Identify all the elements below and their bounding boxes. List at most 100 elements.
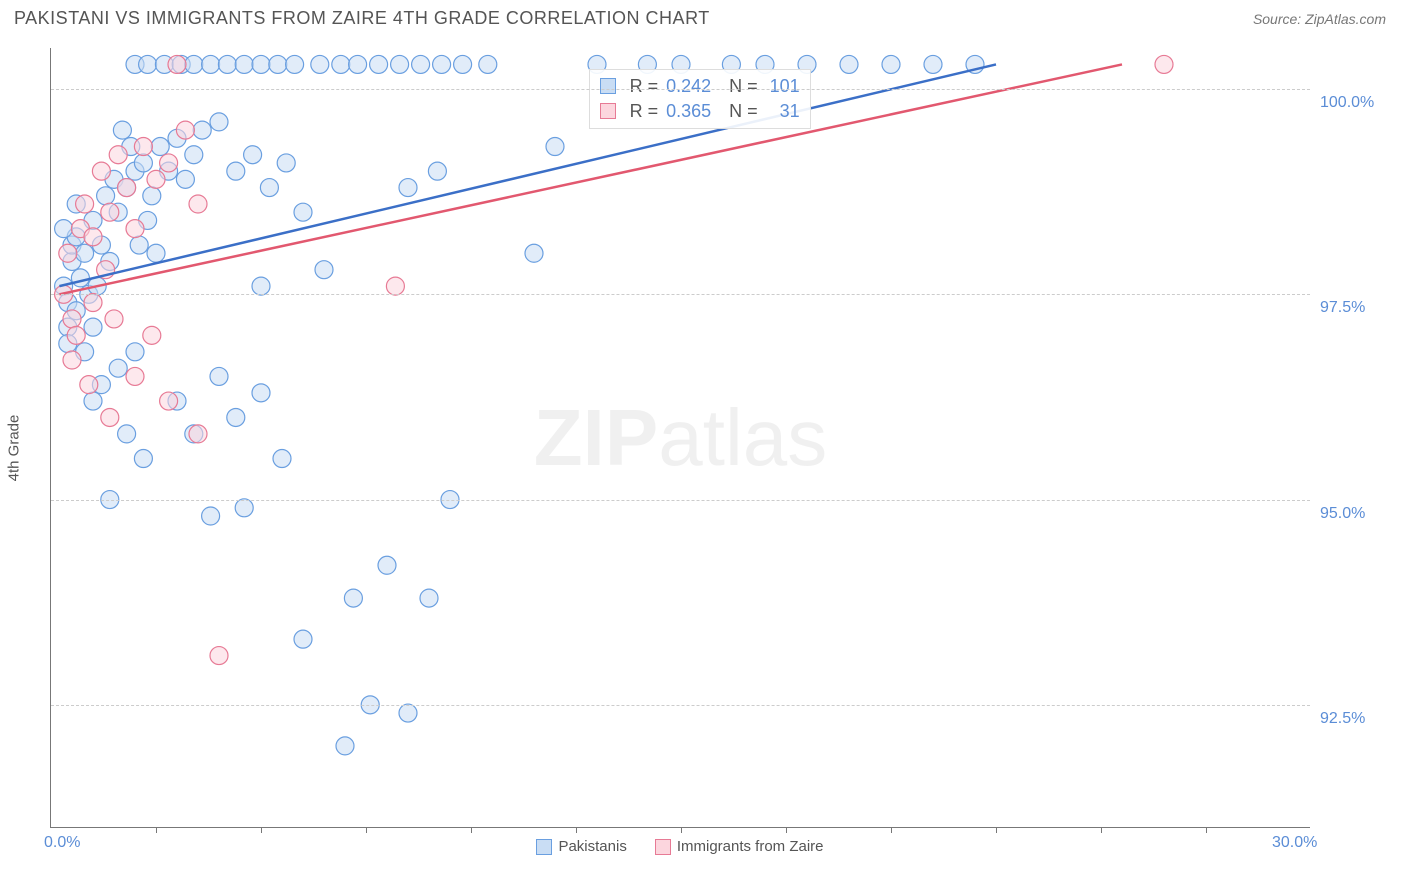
stat-r-label: R = xyxy=(630,76,659,97)
stat-n-value: 101 xyxy=(766,76,800,97)
scatter-point xyxy=(189,425,207,443)
scatter-point xyxy=(227,408,245,426)
y-tick-label: 97.5% xyxy=(1320,299,1365,317)
legend-label: Pakistanis xyxy=(558,838,626,855)
scatter-point xyxy=(336,737,354,755)
y-axis-label: 4th Grade xyxy=(6,415,23,482)
scatter-point xyxy=(118,425,136,443)
scatter-point xyxy=(235,55,253,73)
scatter-point xyxy=(76,244,94,262)
scatter-point xyxy=(176,121,194,139)
legend-swatch xyxy=(536,839,552,855)
scatter-point xyxy=(126,343,144,361)
scatter-point xyxy=(332,55,350,73)
scatter-point xyxy=(386,277,404,295)
scatter-point xyxy=(134,154,152,172)
y-tick-label: 92.5% xyxy=(1320,710,1365,728)
scatter-point xyxy=(399,704,417,722)
scatter-point xyxy=(126,220,144,238)
legend-label: Immigrants from Zaire xyxy=(677,838,824,855)
scatter-point xyxy=(210,113,228,131)
stat-n-value: 31 xyxy=(766,101,800,122)
gridline-h xyxy=(51,89,1310,90)
scatter-point xyxy=(168,55,186,73)
scatter-point xyxy=(525,244,543,262)
stats-legend-box: R = 0.242N = 101R = 0.365 N = 31 xyxy=(589,69,811,129)
scatter-point xyxy=(370,55,388,73)
source-label: Source: ZipAtlas.com xyxy=(1253,11,1386,27)
scatter-point xyxy=(412,55,430,73)
scatter-point xyxy=(80,376,98,394)
scatter-point xyxy=(84,392,102,410)
scatter-point xyxy=(176,170,194,188)
scatter-point xyxy=(227,162,245,180)
x-tick xyxy=(996,827,997,833)
scatter-point xyxy=(378,556,396,574)
scatter-point xyxy=(105,310,123,328)
scatter-point xyxy=(84,228,102,246)
scatter-point xyxy=(924,55,942,73)
chart-svg xyxy=(51,48,1311,828)
scatter-point xyxy=(139,55,157,73)
scatter-point xyxy=(160,154,178,172)
stat-r-value: 0.242 xyxy=(666,76,711,97)
x-tick xyxy=(1101,827,1102,833)
gridline-h xyxy=(51,500,1310,501)
scatter-point xyxy=(189,195,207,213)
scatter-point xyxy=(311,55,329,73)
stat-row: R = 0.242N = 101 xyxy=(600,74,800,99)
x-tick xyxy=(1206,827,1207,833)
scatter-point xyxy=(252,384,270,402)
x-tick-label: 0.0% xyxy=(44,834,80,852)
scatter-point xyxy=(277,154,295,172)
scatter-point xyxy=(479,55,497,73)
scatter-point xyxy=(185,55,203,73)
scatter-point xyxy=(840,55,858,73)
legend-swatch xyxy=(655,839,671,855)
scatter-point xyxy=(260,179,278,197)
scatter-point xyxy=(218,55,236,73)
stat-n-label: N = xyxy=(729,101,758,122)
stat-row: R = 0.365 N = 31 xyxy=(600,99,800,124)
scatter-point xyxy=(71,269,89,287)
scatter-point xyxy=(546,138,564,156)
chart-container: 4th Grade ZIPatlas R = 0.242N = 101R = 0… xyxy=(50,48,1390,848)
scatter-point xyxy=(185,146,203,164)
scatter-point xyxy=(109,359,127,377)
stat-r-label: R = xyxy=(630,101,659,122)
x-tick xyxy=(891,827,892,833)
scatter-point xyxy=(134,450,152,468)
stat-r-value: 0.365 xyxy=(666,101,711,122)
scatter-point xyxy=(147,170,165,188)
scatter-point xyxy=(244,146,262,164)
scatter-point xyxy=(252,277,270,295)
scatter-point xyxy=(101,408,119,426)
scatter-point xyxy=(269,55,287,73)
legend-bottom: Pakistanis Immigrants from Zaire xyxy=(50,838,1310,855)
scatter-point xyxy=(134,138,152,156)
scatter-point xyxy=(252,55,270,73)
scatter-point xyxy=(420,589,438,607)
scatter-point xyxy=(235,499,253,517)
scatter-point xyxy=(67,326,85,344)
chart-title: PAKISTANI VS IMMIGRANTS FROM ZAIRE 4TH G… xyxy=(14,8,710,29)
scatter-point xyxy=(391,55,409,73)
scatter-point xyxy=(294,630,312,648)
scatter-point xyxy=(76,195,94,213)
x-tick xyxy=(681,827,682,833)
scatter-point xyxy=(147,244,165,262)
scatter-point xyxy=(210,367,228,385)
scatter-point xyxy=(210,647,228,665)
y-tick-label: 95.0% xyxy=(1320,505,1365,523)
scatter-point xyxy=(143,326,161,344)
scatter-point xyxy=(143,187,161,205)
scatter-point xyxy=(160,392,178,410)
plot-area: ZIPatlas R = 0.242N = 101R = 0.365N = 31 xyxy=(50,48,1310,828)
scatter-point xyxy=(63,351,81,369)
scatter-point xyxy=(109,146,127,164)
scatter-point xyxy=(92,162,110,180)
scatter-point xyxy=(294,203,312,221)
scatter-point xyxy=(428,162,446,180)
scatter-point xyxy=(882,55,900,73)
gridline-h xyxy=(51,705,1310,706)
